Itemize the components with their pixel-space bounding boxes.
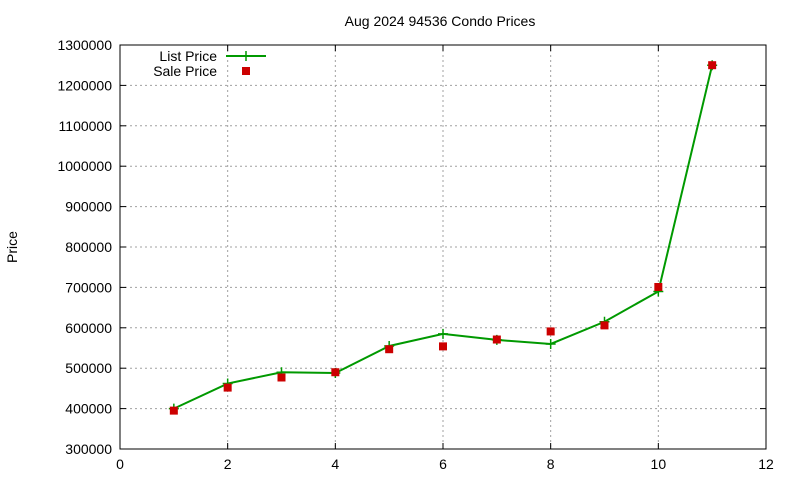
sale-price-point (385, 345, 394, 354)
list-price-point (438, 328, 448, 339)
sale-price-point (277, 373, 286, 382)
sale-price-point (331, 368, 340, 377)
legend-label-sale-price: Sale Price (153, 63, 217, 79)
chart-title: Aug 2024 94536 Condo Prices (345, 13, 536, 29)
y-tick-label: 300000 (65, 441, 112, 457)
sale-price-point (223, 383, 232, 392)
sale-price-point (600, 321, 609, 330)
sale-price-point (439, 342, 447, 351)
x-tick-label: 2 (224, 456, 232, 472)
x-tick-label: 6 (439, 456, 447, 472)
y-tick-label: 1200000 (57, 77, 112, 93)
data-series (168, 60, 718, 415)
sale-price-point (708, 61, 717, 70)
y-tick-label: 600000 (65, 320, 112, 336)
y-tick-label: 1000000 (57, 158, 112, 174)
legend: List Price Sale Price (153, 48, 266, 79)
sale-price-point (546, 327, 555, 336)
y-tick-label: 700000 (65, 279, 112, 295)
y-tick-label: 400000 (65, 401, 112, 417)
sale-price-point (492, 335, 501, 344)
y-axis-ticks: 300000 400000 500000 600000 700000 800000 9000… (57, 37, 766, 457)
y-tick-label: 1100000 (59, 118, 113, 134)
x-tick-label: 0 (116, 456, 124, 472)
legend-marker-list-price (241, 51, 251, 61)
y-tick-label: 1300000 (57, 37, 112, 53)
x-tick-label: 12 (758, 456, 774, 472)
y-tick-label: 800000 (65, 239, 112, 255)
sale-price-point (654, 282, 663, 291)
sale-price-point (169, 406, 178, 415)
y-tick-label: 500000 (65, 360, 112, 376)
legend-marker-sale-price (242, 67, 250, 75)
legend-label-list-price: List Price (159, 48, 217, 64)
y-axis-label: Price (4, 231, 20, 263)
y-tick-label: 900000 (65, 199, 112, 215)
x-tick-label: 8 (547, 456, 555, 472)
x-axis-ticks: 0 2 4 6 8 10 12 (116, 45, 774, 472)
x-tick-label: 4 (331, 456, 339, 472)
list-price-point (545, 338, 556, 349)
x-tick-label: 10 (651, 456, 667, 472)
